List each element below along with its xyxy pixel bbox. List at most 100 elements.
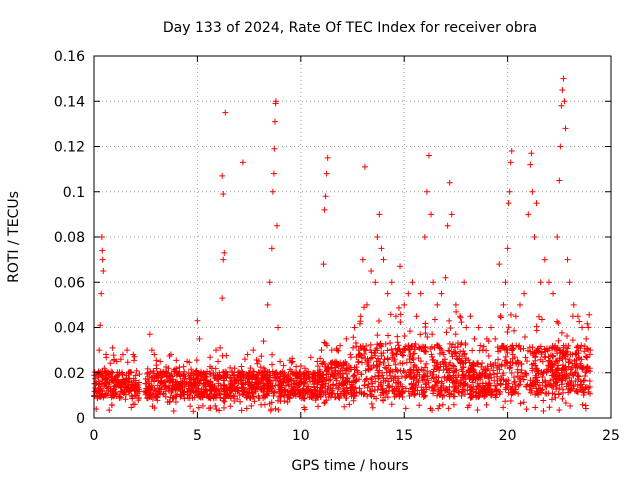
data-point — [278, 381, 285, 388]
data-point — [367, 355, 374, 362]
data-point — [455, 389, 462, 396]
data-point — [222, 109, 229, 116]
data-point — [426, 152, 433, 159]
data-point — [327, 384, 334, 391]
data-point — [301, 365, 308, 372]
data-point — [145, 383, 152, 390]
data-point — [556, 406, 563, 413]
data-point — [292, 393, 299, 400]
data-point — [587, 347, 594, 354]
data-point — [402, 385, 409, 392]
data-point — [550, 290, 557, 297]
data-point — [272, 98, 279, 105]
data-point — [539, 374, 546, 381]
data-point — [277, 358, 284, 365]
data-point — [269, 188, 276, 195]
data-point — [361, 163, 368, 170]
data-point — [264, 301, 271, 308]
data-point — [437, 384, 444, 391]
data-point — [490, 367, 497, 374]
data-point — [324, 342, 331, 349]
data-point — [308, 394, 315, 401]
data-point — [526, 386, 533, 393]
data-point — [367, 376, 374, 383]
data-point — [143, 389, 150, 396]
data-point — [527, 389, 534, 396]
data-point — [281, 397, 288, 404]
data-point — [482, 380, 489, 387]
data-point — [407, 373, 414, 380]
data-point — [555, 337, 562, 344]
y-tick-label: 0.06 — [54, 275, 85, 291]
data-point — [467, 386, 474, 393]
data-point — [374, 341, 381, 348]
data-point — [529, 350, 536, 357]
data-point — [488, 324, 495, 331]
data-point — [327, 360, 334, 367]
data-point — [494, 370, 501, 377]
data-point — [553, 366, 560, 373]
data-point — [448, 211, 455, 218]
data-point — [456, 389, 463, 396]
data-point — [131, 401, 138, 408]
data-point — [346, 401, 353, 408]
data-point — [437, 345, 444, 352]
data-point — [102, 391, 109, 398]
data-point — [166, 352, 173, 359]
data-point — [395, 304, 402, 311]
data-point — [232, 378, 239, 385]
data-point — [153, 357, 160, 364]
data-point — [378, 343, 385, 350]
data-point — [171, 366, 178, 373]
data-point — [559, 365, 566, 372]
data-point — [521, 290, 528, 297]
data-point — [533, 323, 540, 330]
data-point — [500, 344, 507, 351]
data-point — [96, 347, 103, 354]
data-point — [451, 368, 458, 375]
data-point — [563, 373, 570, 380]
data-point — [570, 301, 577, 308]
data-point — [503, 377, 509, 384]
data-point — [420, 373, 427, 380]
data-point — [289, 358, 296, 365]
data-point — [220, 381, 227, 388]
data-point — [518, 367, 525, 374]
data-point — [375, 318, 382, 325]
data-point — [186, 386, 193, 393]
data-point — [446, 391, 453, 398]
data-point — [305, 368, 312, 375]
data-point — [549, 364, 556, 371]
data-point — [462, 372, 469, 379]
data-point — [151, 405, 158, 412]
data-point — [351, 372, 358, 379]
data-point — [212, 402, 219, 409]
data-point — [257, 364, 264, 371]
data-point — [353, 377, 360, 384]
data-point — [380, 256, 387, 263]
data-point — [318, 381, 325, 388]
data-point — [569, 313, 576, 320]
data-point — [190, 388, 197, 395]
data-point — [392, 345, 399, 352]
data-point — [565, 363, 572, 370]
data-point — [113, 358, 120, 365]
data-point — [436, 367, 443, 374]
data-point — [486, 375, 493, 382]
data-point — [416, 391, 423, 398]
data-point — [481, 372, 488, 379]
data-point — [128, 379, 135, 386]
data-point — [358, 359, 365, 366]
data-point — [157, 377, 164, 384]
data-point — [506, 188, 513, 195]
data-point — [401, 332, 408, 339]
data-point — [452, 349, 459, 356]
data-point — [483, 335, 490, 342]
data-point — [385, 332, 392, 339]
data-point — [321, 360, 328, 367]
data-point — [586, 383, 593, 390]
data-point — [446, 374, 453, 381]
data-point — [411, 346, 418, 353]
data-point — [554, 234, 561, 240]
data-point — [341, 403, 348, 410]
